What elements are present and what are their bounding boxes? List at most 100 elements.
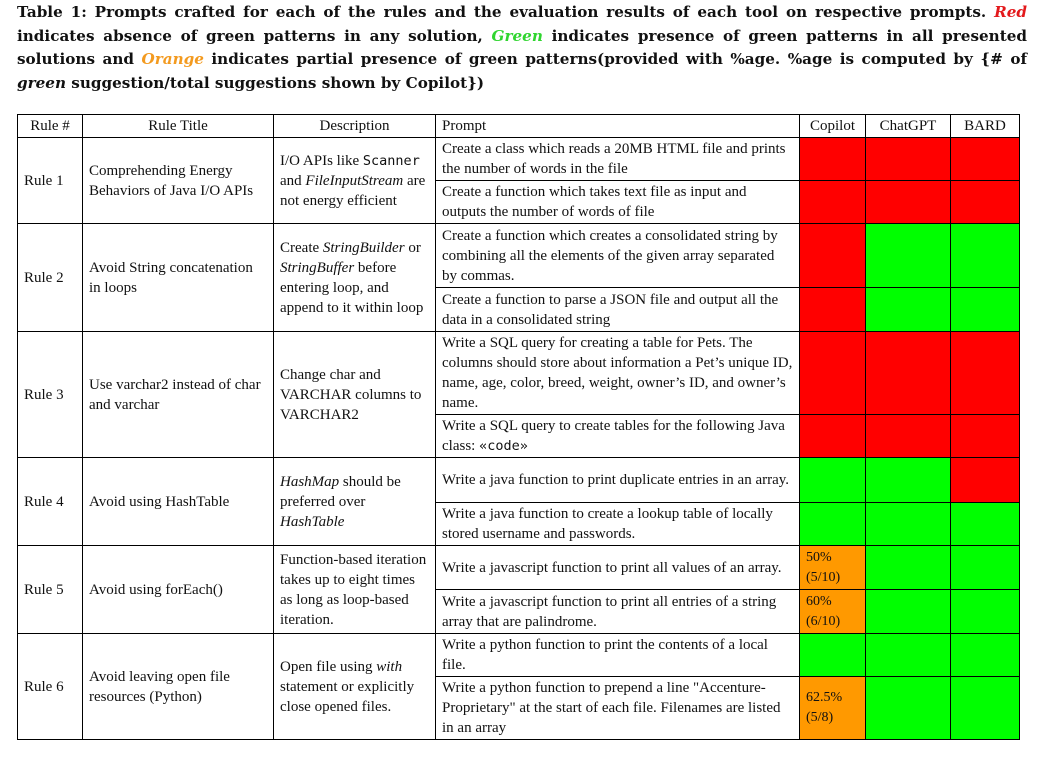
copilot-percentage: 62.5% xyxy=(806,690,843,705)
result-copilot xyxy=(799,287,866,332)
rule-number: Rule 6 xyxy=(17,633,83,740)
result-chatgpt xyxy=(865,676,951,740)
rule-number: Rule 5 xyxy=(17,545,83,634)
rule-number: Rule 1 xyxy=(17,137,83,224)
result-chatgpt xyxy=(865,457,951,503)
rule-description: HashMap should be preferred over HashTab… xyxy=(273,457,436,546)
caption-orange-word: Orange xyxy=(141,50,204,68)
prompt-cell: Create a class which reads a 20MB HTML f… xyxy=(435,137,800,181)
header-chatgpt: ChatGPT xyxy=(865,114,951,138)
header-row: Rule # Rule Title Description Prompt Cop… xyxy=(17,114,1020,138)
rule-title: Avoid String concatenation in loops xyxy=(82,223,274,332)
caption-green-word: Green xyxy=(491,26,543,45)
result-bard xyxy=(950,589,1020,634)
result-copilot: 50% (5/10) xyxy=(799,545,866,590)
result-chatgpt xyxy=(865,633,951,677)
prompt-cell: Write a python function to print the con… xyxy=(435,633,800,677)
caption-prefix: Table 1: Prompts crafted for each of the… xyxy=(17,3,987,21)
result-copilot: 60% (6/10) xyxy=(799,589,866,634)
copilot-fraction: (5/10) xyxy=(806,569,841,585)
result-chatgpt xyxy=(865,180,951,224)
prompt-cell: Write a SQL query for creating a table f… xyxy=(435,331,800,415)
prompt-cell: Write a SQL query to create tables for t… xyxy=(435,414,800,458)
rule-title: Avoid leaving open file resources (Pytho… xyxy=(82,633,274,740)
prompt-cell: Write a javascript function to print all… xyxy=(435,589,800,634)
result-copilot xyxy=(799,180,866,224)
table-row: Create a function which takes text file … xyxy=(18,180,1020,224)
rule-description: Open file using with statement or explic… xyxy=(273,633,436,740)
result-chatgpt xyxy=(865,287,951,332)
rule-description: Create StringBuilder or StringBuffer bef… xyxy=(273,223,436,332)
result-copilot xyxy=(799,331,866,415)
rule-number: Rule 4 xyxy=(17,457,83,546)
result-chatgpt xyxy=(865,223,951,288)
rule-number: Rule 3 xyxy=(17,331,83,458)
result-bard xyxy=(950,331,1020,415)
result-bard xyxy=(950,633,1020,677)
result-bard xyxy=(950,180,1020,224)
result-chatgpt xyxy=(865,414,951,458)
caption-after-red: indicates absence of green patterns in a… xyxy=(17,26,483,45)
rule-title: Comprehending Energy Behaviors of Java I… xyxy=(82,137,274,224)
result-copilot xyxy=(799,137,866,181)
header-rule-title: Rule Title xyxy=(82,114,274,138)
result-bard xyxy=(950,502,1020,546)
result-copilot xyxy=(799,457,866,503)
table-row: Rule 3 Use varchar2 instead of char and … xyxy=(17,331,1020,458)
table-row: Rule 5 Avoid using forEach() Function-ba… xyxy=(17,545,1020,634)
result-bard xyxy=(950,287,1020,332)
prompt-cell: Write a python function to prepend a lin… xyxy=(435,676,800,740)
result-copilot xyxy=(799,414,866,458)
table-row: Create a function to parse a JSON file a… xyxy=(18,287,1020,332)
result-bard xyxy=(950,414,1020,458)
prompt-cell: Create a function which takes text file … xyxy=(435,180,800,224)
result-chatgpt xyxy=(865,589,951,634)
caption-after-orange: indicates partial presence of green patt… xyxy=(211,50,1028,68)
caption-suffix: suggestion/total suggestions shown by Co… xyxy=(71,73,485,92)
header-description: Description xyxy=(273,114,436,138)
result-bard xyxy=(950,676,1020,740)
table-row: Rule 4 Avoid using HashTable HashMap sho… xyxy=(17,457,1020,546)
prompt-cell: Create a function which creates a consol… xyxy=(435,223,800,288)
table-row: Write a SQL query to create tables for t… xyxy=(18,414,1020,458)
table-caption: Table 1: Prompts crafted for each of the… xyxy=(17,1,1027,95)
result-copilot xyxy=(799,502,866,546)
caption-green-italic: green xyxy=(17,73,66,92)
rule-title: Avoid using HashTable xyxy=(82,457,274,546)
prompt-cell: Write a java function to print duplicate… xyxy=(435,457,800,503)
rule-title: Use varchar2 instead of char and varchar xyxy=(82,331,274,458)
header-rule-no: Rule # xyxy=(17,114,83,138)
rule-description: Function-based iteration takes up to eig… xyxy=(273,545,436,634)
result-chatgpt xyxy=(865,137,951,181)
result-chatgpt xyxy=(865,545,951,590)
rule-description: Change char and VARCHAR columns to VARCH… xyxy=(273,331,436,458)
prompt-cell: Create a function to parse a JSON file a… xyxy=(435,287,800,332)
caption-red-word: Red xyxy=(994,3,1027,21)
prompt-cell: Write a javascript function to print all… xyxy=(435,545,800,590)
result-copilot: 62.5% (5/8) xyxy=(799,676,866,740)
table-row: Write a javascript function to print all… xyxy=(18,589,1020,634)
header-bard: BARD xyxy=(950,114,1020,138)
result-bard xyxy=(950,137,1020,181)
result-copilot xyxy=(799,633,866,677)
copilot-fraction: (5/8) xyxy=(806,710,834,725)
rule-number: Rule 2 xyxy=(17,223,83,332)
rule-title: Avoid using forEach() xyxy=(82,545,274,634)
table-row: Rule 6 Avoid leaving open file resources… xyxy=(17,633,1020,740)
results-table: Rule # Rule Title Description Prompt Cop… xyxy=(17,114,1020,740)
result-chatgpt xyxy=(865,331,951,415)
result-chatgpt xyxy=(865,502,951,546)
copilot-percentage: 50% xyxy=(806,549,832,565)
copilot-percentage: 60% xyxy=(806,593,832,609)
header-copilot: Copilot xyxy=(799,114,866,138)
prompt-cell: Write a java function to create a lookup… xyxy=(435,502,800,546)
table-row: Rule 2 Avoid String concatenation in loo… xyxy=(17,223,1020,332)
rule-description: I/O APIs like Scanner and FileInputStrea… xyxy=(273,137,436,224)
result-copilot xyxy=(799,223,866,288)
caption-after-green: indicates presence of green patterns in … xyxy=(17,26,1027,69)
result-bard xyxy=(950,457,1020,503)
result-bard xyxy=(950,223,1020,288)
copilot-fraction: (6/10) xyxy=(806,613,841,629)
table-row: Write a python function to prepend a lin… xyxy=(18,676,1020,740)
table-row: Rule 1 Comprehending Energy Behaviors of… xyxy=(17,137,1020,224)
